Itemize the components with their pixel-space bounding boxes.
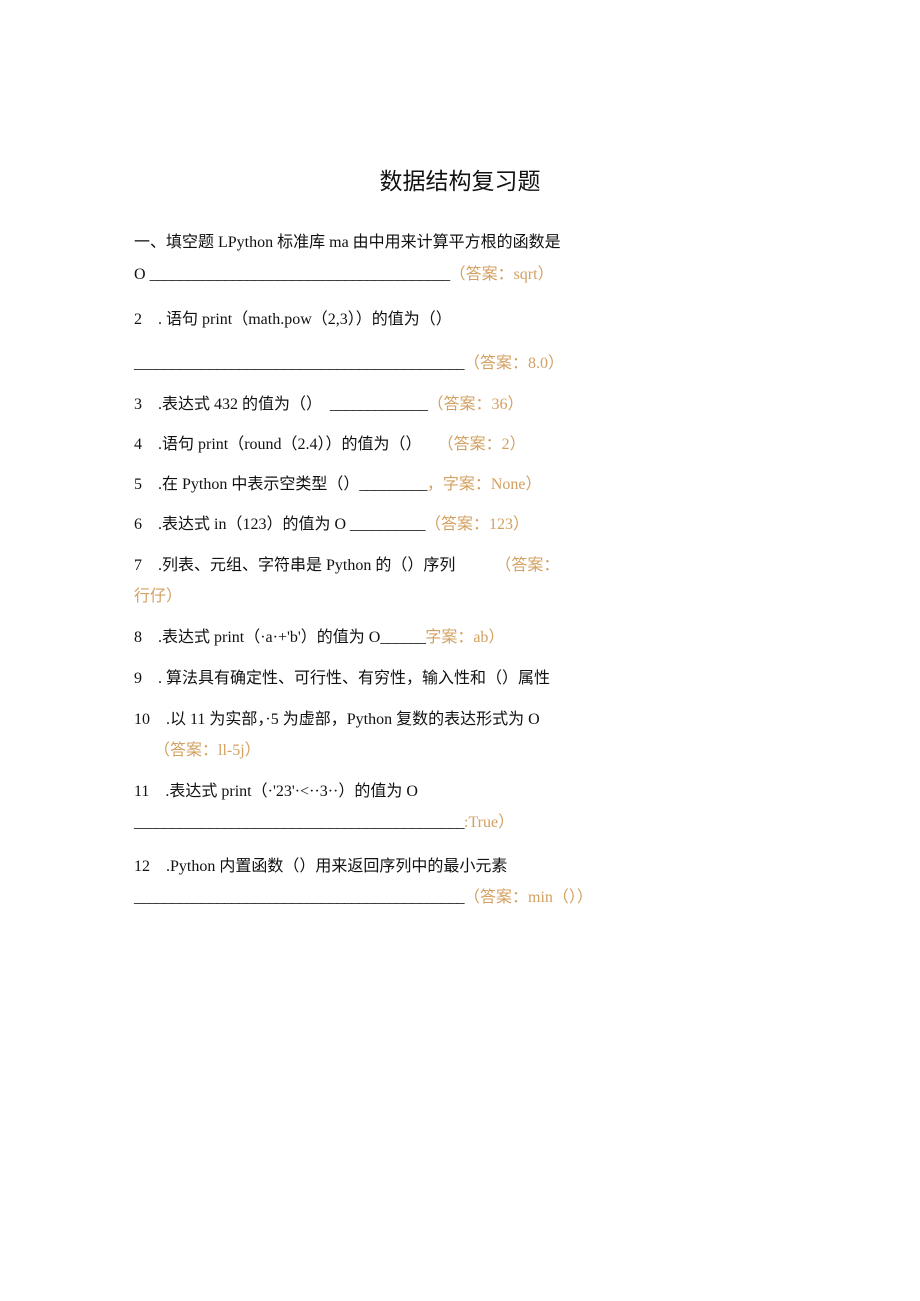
page-title: 数据结构复习题 [379, 169, 541, 194]
question-text: 3 .表达式 432 的值为（） [134, 396, 331, 413]
answer-text: ，字案：None） [426, 476, 542, 493]
answer-text: 字案：ab） [425, 629, 505, 646]
question-line: 2 . 语句 print（math.pow（2,3））的值为（） [134, 310, 452, 330]
question-line: ________________________________________… [134, 354, 564, 374]
answer-blank: __________ [350, 516, 426, 533]
question-line: 6 .表达式 in（123）的值为 O __________（答案：123） [134, 515, 529, 535]
answer-text: （答案： [503, 557, 560, 574]
question-text: 一、填空题 LPython 标准库 ma 由中用来计算平方根的函数是 [134, 234, 561, 251]
answer-blank: ________________________________________… [134, 814, 465, 831]
question-line: 3 .表达式 432 的值为（） _____________（答案：36） [134, 395, 524, 415]
question-text: O [134, 266, 150, 283]
question-line: 10 .以 11 为实部，·5 为虚部，Python 复数的表达形式为 O [134, 710, 540, 730]
answer-blank: ______ [380, 629, 426, 646]
question-line: 4 .语句 print（round（2.4））的值为（） （答案：2） [134, 435, 526, 455]
answer-blank: ________________________________________… [134, 889, 465, 906]
question-text: 7 .列表、元组、字符串是 Python 的（）序列 [134, 557, 504, 574]
question-text: 6 .表达式 in（123）的值为 O [134, 516, 351, 533]
question-line: 7 .列表、元组、字符串是 Python 的（）序列 （答案： [134, 556, 559, 576]
answer-blank: ________________________________________ [149, 266, 451, 283]
question-line: 一、填空题 LPython 标准库 ma 由中用来计算平方根的函数是 [134, 233, 561, 253]
answer-text: （答案：8.0） [464, 355, 565, 372]
question-text: 5 .在 Python 中表示空类型（） [134, 476, 360, 493]
question-text: 9 . 算法具有确定性、可行性、有穷性，输入性和（）属性 [134, 670, 551, 687]
answer-text: 行仔） [134, 588, 183, 605]
question-line: 11 .表达式 print（·'23'·<··3··）的值为 O [134, 782, 418, 802]
question-line: O ______________________________________… [134, 265, 554, 285]
answer-text: （答案：ll-5j） [134, 742, 261, 759]
answer-text: :True） [464, 814, 515, 831]
question-line: ________________________________________… [134, 813, 514, 833]
question-line: 行仔） [134, 587, 182, 607]
question-line: （答案：ll-5j） [134, 741, 261, 761]
question-text: 2 . 语句 print（math.pow（2,3））的值为（） [134, 311, 452, 328]
answer-text: （答案：sqrt） [449, 266, 554, 283]
question-text: 11 .表达式 print（·'23'·<··3··）的值为 O [134, 783, 418, 800]
answer-text: （答案：min（）） [464, 889, 593, 906]
answer-text: （答案：123） [425, 516, 530, 533]
answer-blank: _________ [359, 476, 427, 493]
question-line: 8 .表达式 print（·a·+'b'）的值为 O______字案：ab） [134, 628, 504, 648]
question-text: 8 .表达式 print（·a·+'b'）的值为 O [134, 629, 381, 646]
answer-text: （答案：2） [445, 436, 526, 453]
answer-text: （答案：36） [427, 396, 524, 413]
question-line: 5 .在 Python 中表示空类型（）_________，字案：None） [134, 475, 542, 495]
question-line: ________________________________________… [134, 888, 593, 908]
question-line: 9 . 算法具有确定性、可行性、有穷性，输入性和（）属性 [134, 669, 550, 689]
question-text: 12 .Python 内置函数（）用来返回序列中的最小元素 [134, 858, 508, 875]
answer-blank: _____________ [330, 396, 428, 413]
question-text: 4 .语句 print（round（2.4））的值为（） [134, 436, 446, 453]
answer-blank: ________________________________________… [134, 355, 465, 372]
question-text: 10 .以 11 为实部，·5 为虚部，Python 复数的表达形式为 O [134, 711, 540, 728]
question-line: 12 .Python 内置函数（）用来返回序列中的最小元素 [134, 857, 507, 877]
